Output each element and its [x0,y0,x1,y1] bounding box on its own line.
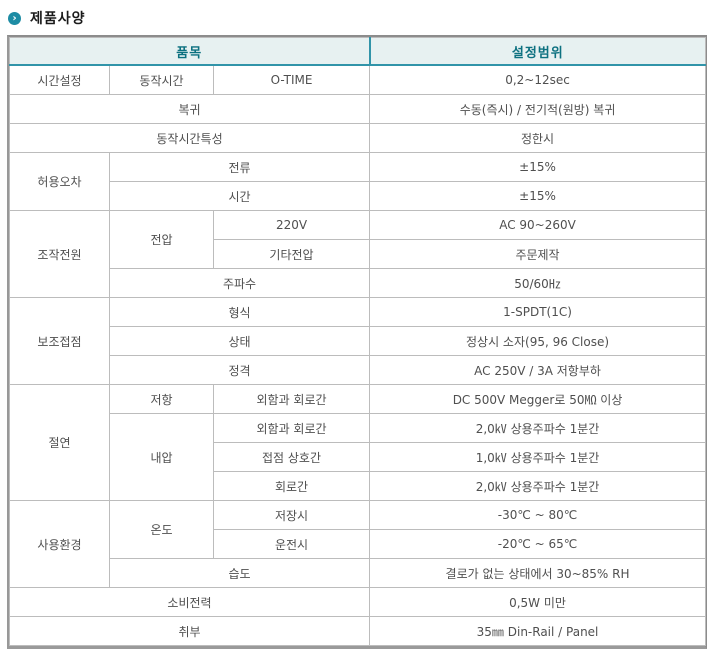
page-title: 제품사양 [30,11,86,27]
table-row: 주파수 50/60㎐ [10,268,707,298]
table-row: 접점 상호간 1,0㎸ 상용주파수 1분간 [10,442,707,472]
spec-label-cell: 상태 [108,326,371,356]
spec-table: 품목 설정범위 시간설정 동작시간 O-TIME 0,2~12sec 복귀 수동(즉시) … [8,37,707,646]
spec-label-cell: 주파수 [108,268,371,298]
spec-label-cell: 운전시 [212,529,371,559]
spec-value-cell: 정한시 [369,123,707,153]
spec-label-cell: 동작시간특성 [8,123,371,153]
table-row: 시간설정 동작시간 O-TIME 0,2~12sec [9,64,707,95]
table-row: 절연 저항 외함과 회로간 DC 500V Megger로 50㏁ 이상 [9,384,707,501]
page-title-bar: › 제품사양 [0,0,715,35]
spec-label-cell: 회로간 [212,471,371,501]
spec-label-cell: 시간설정 [9,64,110,95]
spec-value-cell: -20℃ ~ 65℃ [369,529,707,559]
spec-label-cell: 외함과 회로간 [212,413,371,443]
spec-value-cell: 1-SPDT(1C) [369,297,707,327]
spec-label-cell: 시간 [108,181,371,211]
spec-value-cell: -30℃ ~ 80℃ [369,500,707,530]
spec-value-cell: AC 250V / 3A 저항부하 [369,355,707,385]
table-row: 시간 ±15% [10,181,707,211]
spec-value-cell: 1,0㎸ 상용주파수 1분간 [369,442,707,472]
table-row: 조작전원 전압 220V AC 90~260V [9,210,707,298]
spec-value-cell: 2,0㎸ 상용주파수 1분간 [369,471,707,501]
spec-label-cell: 형식 [108,297,371,327]
spec-value-cell: 결로가 없는 상태에서 30~85% RH [369,558,707,588]
spec-label-cell: 정격 [108,355,371,385]
spec-value-cell: 35㎜ Din-Rail / Panel [369,616,707,646]
table-row: 운전시 -20℃ ~ 65℃ [10,529,707,559]
spec-label-cell: 온도 [109,500,214,559]
spec-value-cell: 주문제작 [369,239,707,269]
spec-label-cell: 전압 [109,210,214,269]
spec-label-cell: 소비전력 [8,587,371,617]
table-row: 기타전압 주문제작 [10,239,707,269]
table-row: 복귀 수동(즉시) / 전기적(원방) 복귀 [8,94,707,124]
spec-value-cell: 50/60㎐ [369,268,707,298]
table-row: 허용오차 전류 ±15% [9,152,707,211]
spec-label-cell: 내압 [109,413,214,501]
spec-label-cell: 습도 [108,558,371,588]
spec-value-cell: 2,0㎸ 상용주파수 1분간 [369,413,707,443]
spec-value-cell: DC 500V Megger로 50㏁ 이상 [369,384,707,414]
table-row: 사용환경 온도 저장시 -30℃ ~ 80℃ [9,500,707,588]
spec-label-cell: 허용오차 [9,152,110,211]
spec-value-cell: 정상시 소자(95, 96 Close) [369,326,707,356]
spec-value-cell: AC 90~260V [369,210,707,240]
table-row: 취부 35㎜ Din-Rail / Panel [8,616,707,646]
table-row: 습도 결로가 없는 상태에서 30~85% RH [10,558,707,588]
chevron-right-circle-icon: › [8,11,21,25]
spec-label-cell: 접점 상호간 [212,442,371,472]
spec-label-cell: 저항 [109,384,214,414]
spec-label-cell: 절연 [9,384,110,501]
table-row: 동작시간특성 정한시 [8,123,707,153]
table-header-row: 품목 설정범위 [8,37,707,66]
spec-label-cell: 기타전압 [212,239,371,269]
spec-value-cell: ±15% [369,181,707,211]
table-row: 정격 AC 250V / 3A 저항부하 [10,355,707,385]
spec-label-cell: 저장시 [212,500,371,530]
column-header-item: 품목 [8,37,371,66]
table-row: 회로간 2,0㎸ 상용주파수 1분간 [10,471,707,501]
table-row: 내압 외함과 회로간 2,0㎸ 상용주파수 1분간 [10,413,707,501]
spec-table-body: 시간설정 동작시간 O-TIME 0,2~12sec 복귀 수동(즉시) / 전기적(원방… [8,64,707,646]
spec-label-cell: 전류 [108,152,371,182]
spec-table-wrapper: 품목 설정범위 시간설정 동작시간 O-TIME 0,2~12sec 복귀 수동(즉시) … [7,35,707,649]
spec-label-cell: 조작전원 [9,210,110,298]
spec-label-cell: 복귀 [8,94,371,124]
column-header-range: 설정범위 [368,37,707,66]
spec-value-cell: 수동(즉시) / 전기적(원방) 복귀 [369,94,707,124]
spec-label-cell: 220V [212,210,371,240]
spec-label-cell: 취부 [8,616,371,646]
spec-label-cell: 보조접점 [9,297,110,385]
table-row: 상태 정상시 소자(95, 96 Close) [10,326,707,356]
spec-label-cell: 동작시간 [109,64,214,95]
spec-value-cell: ±15% [369,152,707,182]
spec-label-cell: 사용환경 [9,500,110,588]
spec-value-cell: 0,5W 미만 [369,587,707,617]
table-row: 보조접점 형식 1-SPDT(1C) [9,297,707,385]
spec-label-cell: O-TIME [212,64,371,95]
spec-label-cell: 외함과 회로간 [212,384,371,414]
spec-value-cell: 0,2~12sec [369,64,707,95]
table-row: 소비전력 0,5W 미만 [8,587,707,617]
